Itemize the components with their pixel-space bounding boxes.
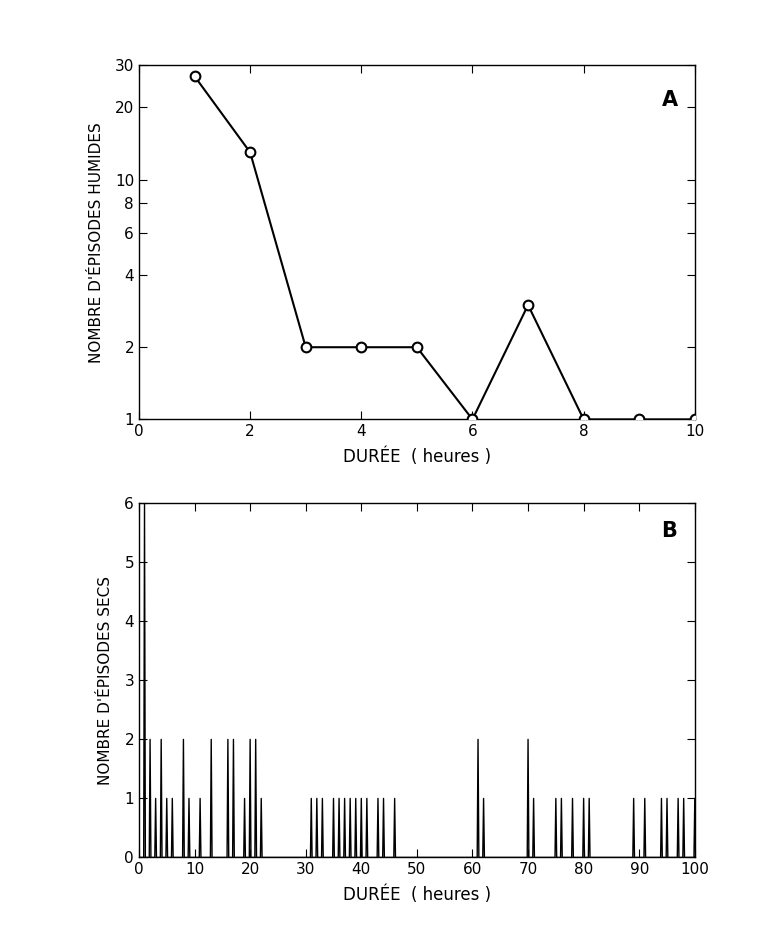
X-axis label: DURÉE  ( heures ): DURÉE ( heures ) [343,885,491,904]
X-axis label: DURÉE  ( heures ): DURÉE ( heures ) [343,447,491,466]
Y-axis label: NOMBRE D'ÉPISODES SECS: NOMBRE D'ÉPISODES SECS [98,576,113,785]
Text: B: B [662,521,677,541]
Text: A: A [662,90,678,110]
Y-axis label: NOMBRE D'ÉPISODES HUMIDES: NOMBRE D'ÉPISODES HUMIDES [89,122,103,363]
